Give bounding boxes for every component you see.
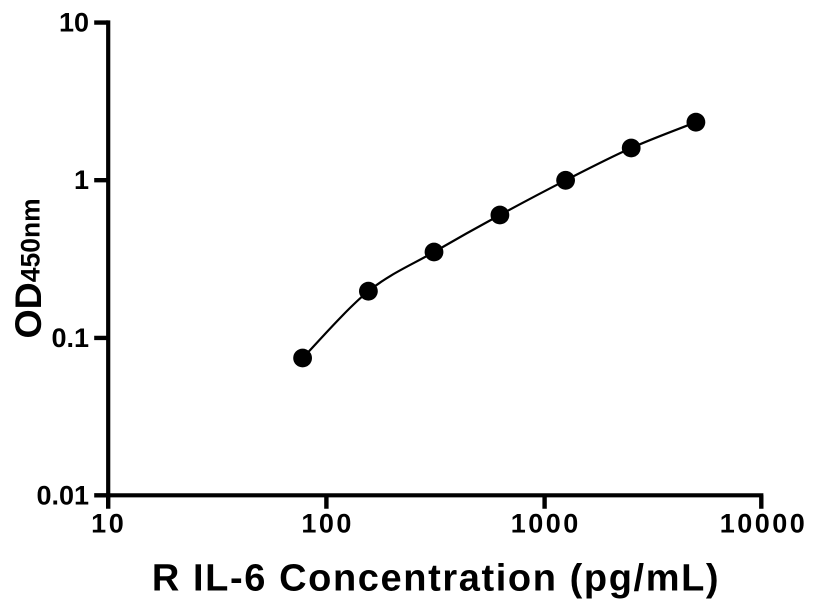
svg-text:1000: 1000: [511, 508, 581, 538]
svg-text:0.01: 0.01: [36, 480, 89, 510]
svg-text:10: 10: [91, 508, 126, 538]
svg-text:1: 1: [74, 165, 89, 195]
svg-text:10: 10: [59, 8, 89, 38]
svg-text:R IL-6 Concentration (pg/mL): R IL-6 Concentration (pg/mL): [152, 557, 720, 599]
svg-text:10000: 10000: [720, 508, 808, 538]
svg-text:0.1: 0.1: [51, 323, 89, 353]
svg-text:100: 100: [301, 508, 354, 538]
